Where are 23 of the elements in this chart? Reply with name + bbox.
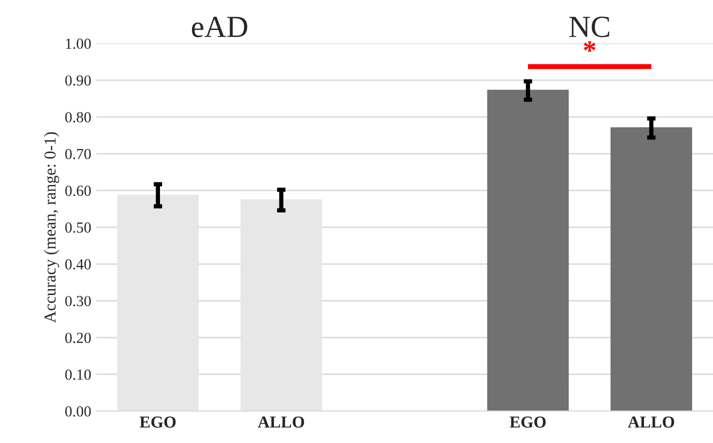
y-tick-label: 0.20 xyxy=(65,332,91,344)
y-tick-label: 0.30 xyxy=(65,296,91,306)
y-tick-label: 0.50 xyxy=(65,222,91,233)
x-tick-label: ALLO xyxy=(628,416,674,428)
bar xyxy=(117,194,199,412)
y-tick-label: 0.10 xyxy=(65,369,91,380)
bar xyxy=(487,90,569,412)
y-tick-label: 0.40 xyxy=(65,259,91,270)
y-tick-label: 1.00 xyxy=(66,38,91,49)
x-tick-label: EGO xyxy=(140,416,176,428)
annotation: * xyxy=(584,41,596,52)
y-tick-label: 0.90 xyxy=(65,75,91,86)
text: eAD xyxy=(192,16,248,38)
y-tick-label: 0.00 xyxy=(65,406,91,417)
y-tick-label: 0.70 xyxy=(65,148,91,160)
bar xyxy=(240,199,322,412)
bar xyxy=(610,127,692,412)
y-tick-label: 0.60 xyxy=(65,186,91,196)
y-tick-label: 0.80 xyxy=(65,112,91,122)
text: NC xyxy=(569,16,610,38)
y-axis-title: Accuracy (mean, range: 0-1) xyxy=(44,132,60,323)
x-tick-label: EGO xyxy=(510,416,546,428)
x-tick-label: ALLO xyxy=(258,416,304,428)
